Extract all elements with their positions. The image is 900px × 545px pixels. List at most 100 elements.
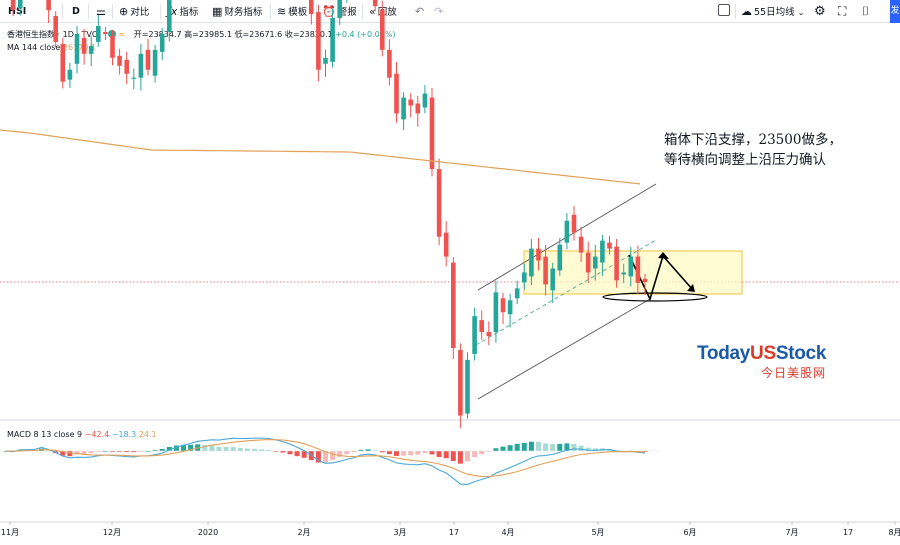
macd-bar [415,451,421,455]
publish-button[interactable]: 发 [890,0,900,23]
divider [160,4,161,19]
candle [117,48,122,75]
candle [159,27,165,61]
time-axis-label: 11月 [1,528,19,537]
macd-bar [301,451,307,458]
macd-bar [159,448,165,451]
macd-bar [379,451,385,453]
macd-bar [244,448,250,451]
candle [131,68,137,90]
layout-name-button[interactable]: ☁ 55日均线 ⌄ [741,0,806,23]
undo-button[interactable]: ↶ [415,0,426,23]
financials-button[interactable]: ▦ 财务指标 [212,0,262,23]
macd-bar [138,451,144,452]
fullscreen-button[interactable]: ⛶ [838,0,848,23]
macd-bar [266,449,272,451]
candle [17,0,23,16]
macd-bar [465,451,470,462]
candle [557,237,563,276]
candle [316,4,321,82]
time-axis-label: 2月 [297,528,310,537]
compare-button[interactable]: ⊕ 对比 [119,0,149,23]
candle [46,0,51,23]
candle [536,237,541,271]
analysis-annotation: 箱体下沿支撑，23500做多， 等待横向调整上沿压力确认 [664,130,842,170]
candle [337,0,342,26]
macd-bar [294,451,300,457]
symbol-search[interactable]: HSI [8,6,27,17]
macd-bar [436,451,442,457]
signal-value: 24.1 [138,430,157,439]
macd-value: −18.3 [111,430,137,439]
candle [10,0,16,17]
macd-histogram [3,441,648,464]
camera-icon: ⌷ [862,4,870,18]
candle [593,244,598,281]
template-icon: ≋ [277,5,287,18]
candle [103,27,108,41]
ma-144-line [0,129,641,185]
candle [436,158,442,246]
macd-bar [543,443,549,451]
top-toolbar: HSI D ⚌ ⊕ 对比 ƒx 指标 ▦ 财务指标 ≋ 模板 ⏰ 警报 «回放 ↶ ↷ ☁… [0,0,900,23]
time-axis-label: 12月 [103,528,121,537]
macd-bar [536,441,541,451]
candle [486,321,492,346]
divider [316,4,317,19]
macd-bar [394,451,399,456]
time-axis-label: 17 [449,528,459,537]
candle [408,93,413,118]
candle [500,292,506,325]
macd-bar [124,451,130,453]
templates-button[interactable]: ≋ 模板 [277,0,307,23]
macd-bar [592,448,598,451]
change-value: +0.4 (+0.00%) [335,30,396,39]
macd-bar [237,448,243,451]
macd-bar [110,451,115,452]
candle [74,26,80,74]
candle [479,310,484,340]
candle [493,280,499,343]
logo-today: Today [697,343,751,364]
replay-button[interactable]: «回放 [369,0,397,23]
divider [62,4,63,19]
macd-bar [557,443,563,451]
layout-checkbox[interactable] [718,0,730,23]
approx-icon: ≈ [118,30,126,39]
candle [309,0,314,25]
time-axis-label: 7月 [785,528,798,537]
macd-bar [507,445,513,451]
chart-style-button[interactable]: ⚌ [96,0,108,23]
time-axis-label: 6月 [683,528,696,537]
macd-bar [81,451,87,455]
macd-bar [429,451,435,455]
macd-bar [315,451,321,463]
interval-button[interactable]: D [72,6,80,17]
candle [67,62,73,88]
channel-lower-line[interactable] [477,298,651,400]
macd-legend: MACD 8 13 close 9 −42.4 −18.3 24.1 [7,430,157,439]
macd-bar [280,451,286,453]
candle [110,29,115,66]
macd-bar [386,451,392,455]
candle [372,0,378,12]
macd-bar [479,451,485,455]
symbol-name: 香港恒生指数 · 1D · TVC [7,30,98,39]
macd-bar [330,451,336,460]
logo-cn: 今日美股网 [761,366,827,380]
redo-button[interactable]: ↷ [434,0,445,23]
candle [607,235,612,255]
cloud-icon: ☁ [741,5,752,18]
snapshot-button[interactable]: ⌷ [862,0,871,23]
candles-icon: ⚌ [96,5,106,18]
low-value: 低=23671.6 [234,30,283,39]
macd-bar [443,451,449,459]
candle [507,293,513,328]
settings-button[interactable]: ⚙ [814,0,828,23]
candle [401,92,406,130]
support-ellipse[interactable] [602,292,708,302]
macd-bar [571,444,577,451]
candles-group [10,0,648,429]
indicators-button[interactable]: ƒx 指标 [167,0,198,23]
